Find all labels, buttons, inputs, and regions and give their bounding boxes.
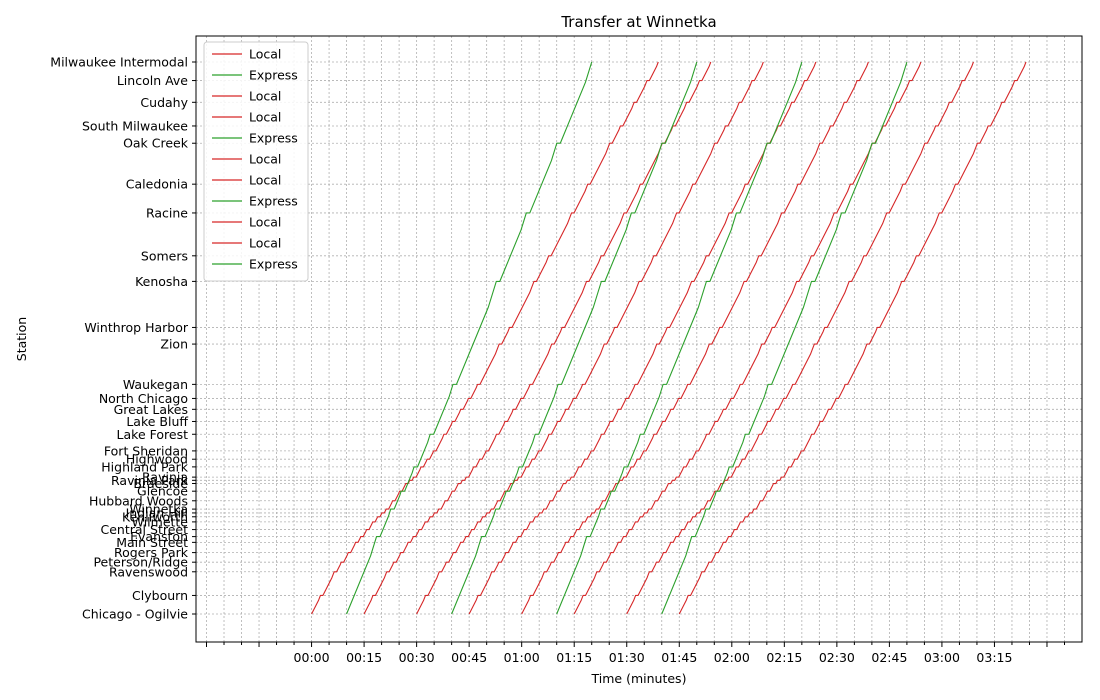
- station-label: Ravenswood: [109, 564, 188, 579]
- y-axis-title: Station: [14, 317, 29, 361]
- station-label: Milwaukee Intermodal: [50, 55, 188, 70]
- station-label: Rogers Park: [114, 545, 189, 560]
- train-line-2: [346, 61, 593, 615]
- station-label: Winnetka: [129, 502, 188, 517]
- legend-label: Express: [249, 68, 298, 83]
- legend-label: Local: [249, 173, 281, 188]
- train-line-4: [416, 61, 764, 615]
- series-lines: [311, 61, 1027, 615]
- legend: Local Express Local Local Express Local Local E…: [203, 41, 309, 282]
- station-label: Oak Creek: [123, 136, 189, 151]
- legend-label: Express: [249, 257, 298, 272]
- x-tick-label: 02:45: [871, 650, 907, 665]
- x-tick-label: 02:15: [766, 650, 802, 665]
- station-label: Lincoln Ave: [117, 73, 188, 88]
- station-label: Caledonia: [126, 177, 188, 192]
- legend-label: Local: [249, 236, 281, 251]
- station-label: Kenilworth: [122, 509, 188, 524]
- legend-label: Local: [249, 152, 281, 167]
- station-label: Lake Bluff: [126, 414, 188, 429]
- x-tick-label: 01:15: [556, 650, 592, 665]
- x-tick-label: 00:30: [399, 650, 435, 665]
- station-label: Great Lakes: [114, 402, 188, 417]
- legend-box: [203, 41, 309, 282]
- station-label: South Milwaukee: [82, 118, 188, 133]
- legend-label: Local: [249, 89, 281, 104]
- station-label: Winthrop Harbor: [84, 320, 189, 335]
- x-ticks: 00:00 00:15 00:30 00:45 01:00 01:15 01:30 01:45…: [206, 642, 1065, 665]
- station-label: Cudahy: [140, 95, 188, 110]
- station-label: Highland Park: [101, 459, 188, 474]
- chart-title: Transfer at Winnetka: [560, 13, 716, 31]
- x-tick-label: 02:30: [819, 650, 855, 665]
- station-label: Evanston: [130, 529, 188, 544]
- station-label: Peterson/Ridge: [93, 555, 188, 570]
- x-tick-label: 01:45: [661, 650, 697, 665]
- station-label: Lake Forest: [117, 427, 189, 442]
- train-line-7: [521, 61, 869, 615]
- legend-label: Local: [249, 47, 281, 62]
- station-label: Chicago - Ogilvie: [82, 607, 188, 622]
- station-label: Racine: [146, 205, 188, 220]
- train-line-10: [626, 61, 974, 615]
- station-label: Ravinia: [142, 470, 188, 485]
- legend-label: Local: [249, 110, 281, 125]
- y-ticks: Chicago - Ogilvie Clybourn Ravenswood Roger…: [50, 55, 196, 622]
- train-line-3: [363, 61, 712, 615]
- station-label: Wilmette: [132, 514, 189, 529]
- train-line-6: [468, 61, 817, 615]
- legend-label: Express: [249, 131, 298, 146]
- train-line-5: [451, 61, 698, 615]
- station-label: Indian Hill: [126, 505, 188, 520]
- x-tick-label: 03:00: [924, 650, 960, 665]
- x-axis-title: Time (minutes): [591, 671, 687, 686]
- x-tick-label: 02:00: [714, 650, 750, 665]
- x-tick-label: 03:15: [976, 650, 1012, 665]
- train-line-11: [661, 61, 908, 615]
- x-tick-label: 00:15: [346, 650, 382, 665]
- station-label: Fort Sheridan: [104, 443, 188, 458]
- station-label: Highwood: [126, 452, 188, 467]
- station-label: Braeside: [133, 476, 188, 491]
- train-line-8: [556, 61, 803, 615]
- station-label: Hubbard Woods: [89, 493, 188, 508]
- station-label: Clybourn: [132, 588, 188, 603]
- station-label: Somers: [141, 248, 188, 263]
- station-label: Ravinia Park: [111, 473, 189, 488]
- station-label: Glencoe: [137, 484, 188, 499]
- train-line-1: [311, 61, 659, 615]
- x-tick-label: 01:30: [609, 650, 645, 665]
- x-tick-label: 00:45: [451, 650, 487, 665]
- legend-label: Express: [249, 194, 298, 209]
- train-line-12: [678, 61, 1027, 615]
- x-tick-label: 00:00: [294, 650, 330, 665]
- x-tick-label: 01:00: [504, 650, 540, 665]
- train-line-9: [573, 61, 922, 615]
- legend-label: Local: [249, 215, 281, 230]
- plot-frame: [195, 35, 1083, 643]
- station-label: Central Street: [101, 522, 189, 537]
- station-label: Zion: [160, 337, 188, 352]
- station-label: North Chicago: [99, 391, 188, 406]
- station-label: Waukegan: [123, 377, 188, 392]
- station-label: Main Street: [116, 535, 188, 550]
- station-label: Kenosha: [135, 274, 188, 289]
